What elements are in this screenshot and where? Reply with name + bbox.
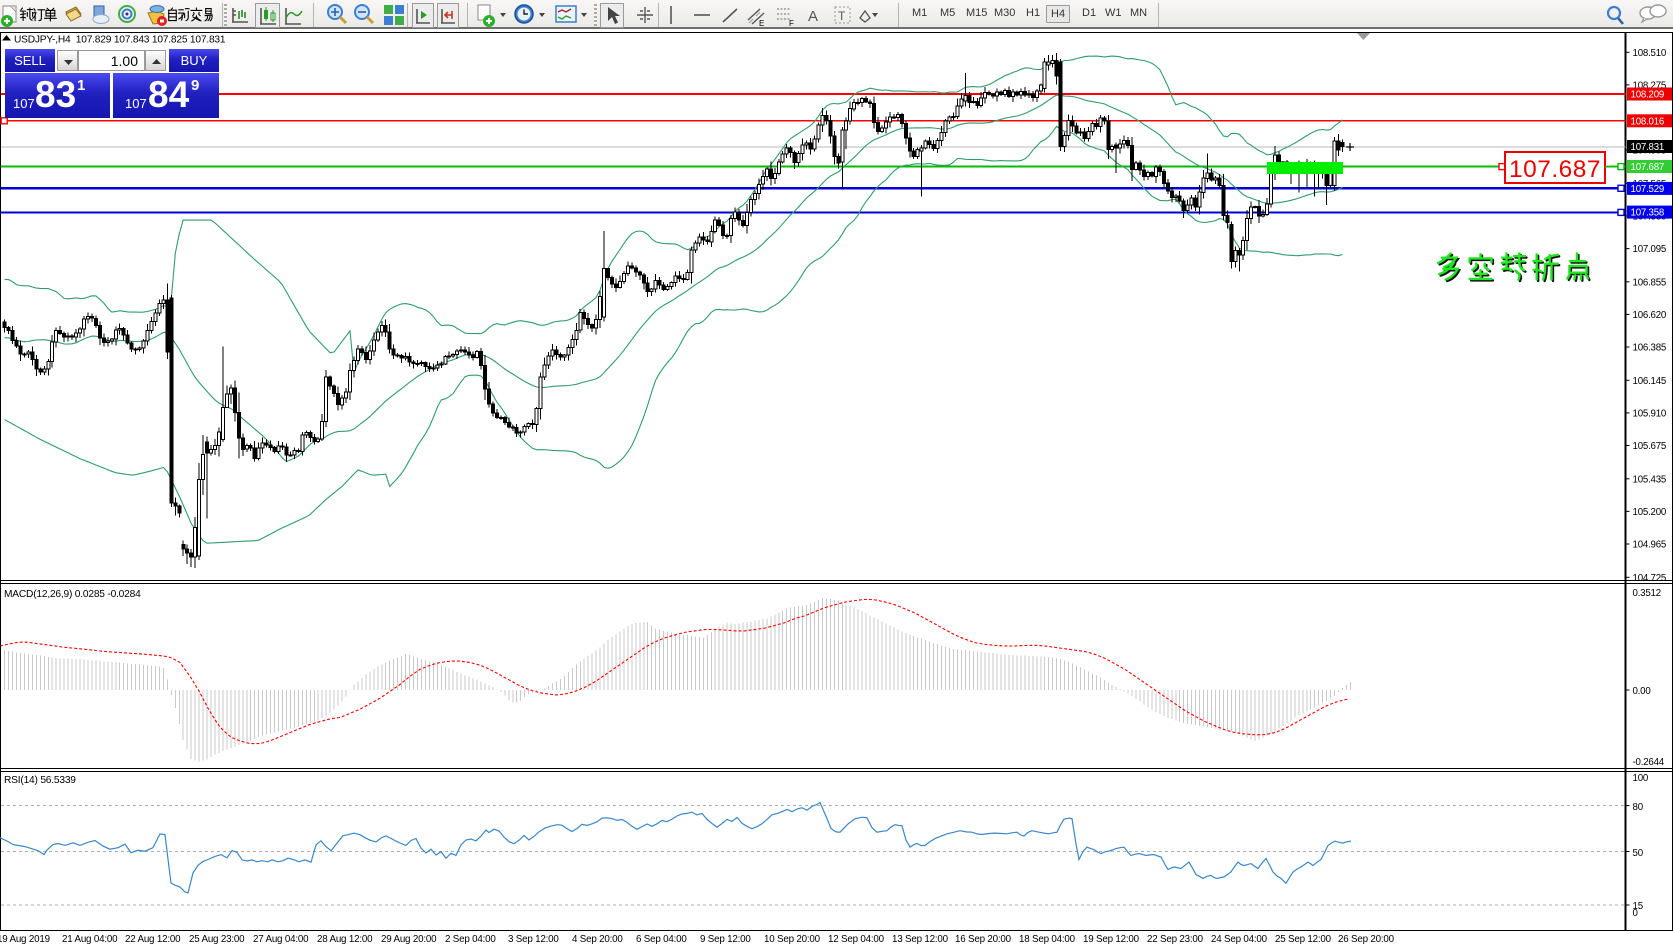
svg-text:29 Aug 20:00: 29 Aug 20:00 xyxy=(381,934,437,945)
svg-text:MACD(12,26,9) 0.0285 -0.0284: MACD(12,26,9) 0.0285 -0.0284 xyxy=(4,589,141,600)
svg-text:107.687: 107.687 xyxy=(1631,162,1665,173)
svg-text:106.145: 106.145 xyxy=(1633,376,1667,387)
svg-text:2 Sep 04:00: 2 Sep 04:00 xyxy=(445,934,496,945)
svg-text:106.385: 106.385 xyxy=(1633,343,1667,354)
svg-text:22 Aug 12:00: 22 Aug 12:00 xyxy=(125,934,181,945)
svg-text:108.275: 108.275 xyxy=(1633,80,1667,91)
svg-text:27 Aug 04:00: 27 Aug 04:00 xyxy=(253,934,309,945)
svg-text:22 Sep 23:00: 22 Sep 23:00 xyxy=(1147,934,1204,945)
svg-text:24 Sep 04:00: 24 Sep 04:00 xyxy=(1211,934,1268,945)
svg-text:105.675: 105.675 xyxy=(1633,441,1667,452)
svg-text:16 Sep 20:00: 16 Sep 20:00 xyxy=(955,934,1012,945)
svg-text:A: A xyxy=(808,8,818,25)
svg-text:4 Sep 20:00: 4 Sep 20:00 xyxy=(572,934,623,945)
svg-text:108.016: 108.016 xyxy=(1631,116,1665,127)
svg-text:107.831: 107.831 xyxy=(1631,142,1665,153)
svg-text:19 Sep 12:00: 19 Sep 12:00 xyxy=(1083,934,1140,945)
svg-text:0: 0 xyxy=(1633,908,1639,919)
svg-text:105.200: 105.200 xyxy=(1633,507,1667,518)
svg-text:0.3512: 0.3512 xyxy=(1633,588,1661,599)
svg-text:105.435: 105.435 xyxy=(1633,474,1667,485)
svg-text:104.725: 104.725 xyxy=(1633,573,1667,584)
svg-text:E: E xyxy=(759,19,764,28)
svg-text:25 Sep 12:00: 25 Sep 12:00 xyxy=(1275,934,1332,945)
svg-text:107.095: 107.095 xyxy=(1633,244,1667,255)
svg-text:19 Aug 2019: 19 Aug 2019 xyxy=(0,934,50,945)
svg-text:9 Sep 12:00: 9 Sep 12:00 xyxy=(700,934,751,945)
svg-text:106.620: 106.620 xyxy=(1633,310,1667,321)
svg-text:107.687: 107.687 xyxy=(1509,156,1601,183)
svg-text:F: F xyxy=(789,19,794,28)
svg-text:100: 100 xyxy=(1633,773,1649,784)
svg-text:107.358: 107.358 xyxy=(1631,208,1665,219)
svg-text:12 Sep 04:00: 12 Sep 04:00 xyxy=(828,934,885,945)
svg-text:108.209: 108.209 xyxy=(1631,90,1665,101)
svg-text:18 Sep 04:00: 18 Sep 04:00 xyxy=(1019,934,1076,945)
svg-text:104.965: 104.965 xyxy=(1633,540,1667,551)
svg-text:108.510: 108.510 xyxy=(1633,48,1667,59)
svg-text:107.529: 107.529 xyxy=(1631,184,1665,195)
svg-text:28 Aug 12:00: 28 Aug 12:00 xyxy=(317,934,373,945)
svg-text:26 Sep 20:00: 26 Sep 20:00 xyxy=(1338,934,1395,945)
svg-text:105.910: 105.910 xyxy=(1633,408,1667,419)
svg-text:25 Aug 23:00: 25 Aug 23:00 xyxy=(189,934,245,945)
svg-text:21 Aug 04:00: 21 Aug 04:00 xyxy=(62,934,118,945)
svg-text:13 Sep 12:00: 13 Sep 12:00 xyxy=(892,934,949,945)
svg-text:T: T xyxy=(838,9,846,23)
svg-text:-0.2644: -0.2644 xyxy=(1633,757,1665,768)
svg-text:3 Sep 12:00: 3 Sep 12:00 xyxy=(508,934,559,945)
svg-text:0.00: 0.00 xyxy=(1633,686,1652,697)
svg-text:80: 80 xyxy=(1633,802,1644,813)
svg-text:6 Sep 04:00: 6 Sep 04:00 xyxy=(636,934,687,945)
svg-text:RSI(14) 56.5339: RSI(14) 56.5339 xyxy=(4,775,76,786)
svg-text:15: 15 xyxy=(1633,901,1643,912)
svg-text:USDJPY-,H4 107.829 107.843 10: USDJPY-,H4 107.829 107.843 107.825 107.8… xyxy=(14,35,226,46)
svg-text:50: 50 xyxy=(1633,848,1644,859)
svg-text:10 Sep 20:00: 10 Sep 20:00 xyxy=(764,934,821,945)
svg-text:106.855: 106.855 xyxy=(1633,277,1667,288)
